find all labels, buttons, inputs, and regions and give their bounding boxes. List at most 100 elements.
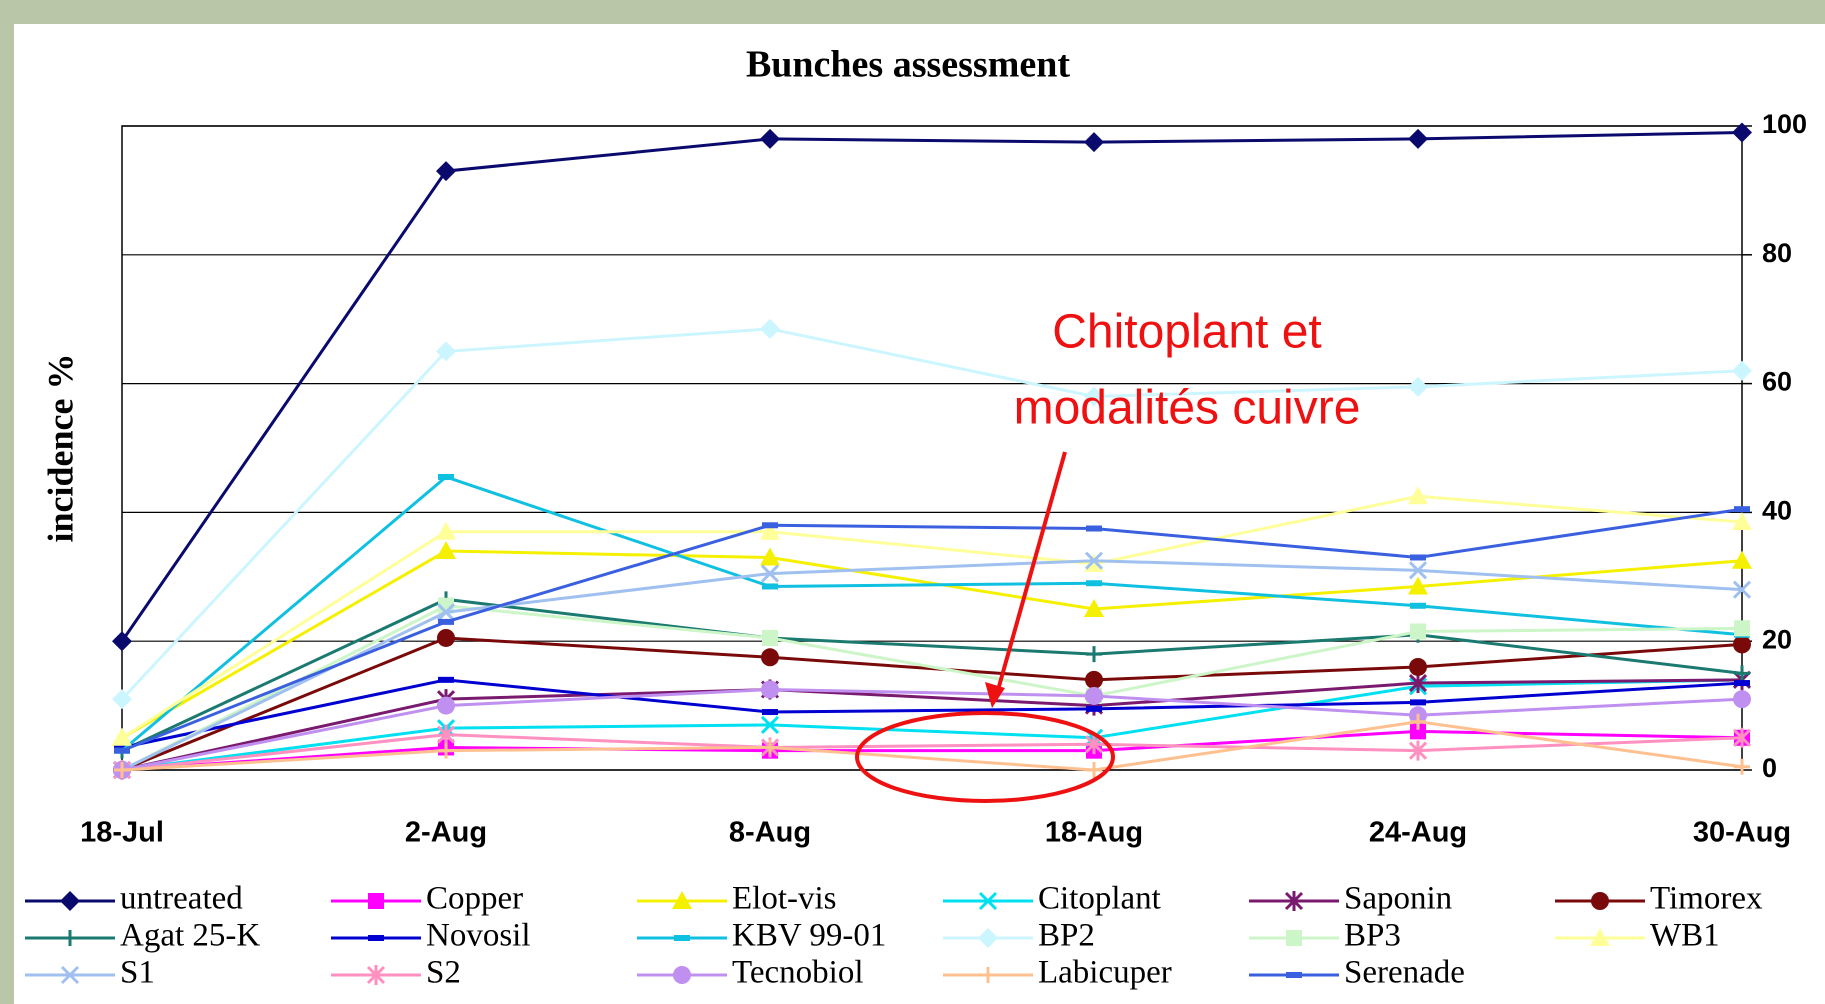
legend-marker bbox=[978, 891, 998, 911]
series-line bbox=[121, 475, 1743, 752]
point bbox=[1410, 723, 1426, 740]
point bbox=[1086, 580, 1102, 587]
series-line bbox=[121, 549, 1743, 740]
point bbox=[761, 648, 779, 667]
point bbox=[1410, 623, 1426, 640]
legend-label: Copper bbox=[426, 881, 523, 917]
legend-marker bbox=[673, 966, 691, 984]
series-line bbox=[121, 733, 1743, 772]
point bbox=[762, 739, 778, 756]
x-tick-label: 30-Aug bbox=[1693, 817, 1791, 849]
point bbox=[1732, 727, 1752, 748]
legend-label: Labicuper bbox=[1038, 955, 1172, 991]
legend-label: KBV 99-01 bbox=[732, 918, 886, 954]
legend-marker bbox=[60, 891, 80, 911]
annotation-ellipse bbox=[855, 711, 1115, 803]
point bbox=[1408, 673, 1428, 694]
legend-marker bbox=[368, 893, 384, 909]
point bbox=[1732, 122, 1752, 143]
point bbox=[1408, 128, 1428, 149]
point bbox=[762, 522, 778, 529]
series-line bbox=[121, 636, 1743, 772]
point bbox=[760, 521, 780, 540]
point bbox=[1084, 599, 1104, 617]
point bbox=[760, 128, 780, 149]
point bbox=[1410, 699, 1426, 706]
legend-marker bbox=[1286, 930, 1302, 946]
legend-marker bbox=[366, 965, 386, 985]
point bbox=[438, 742, 454, 759]
annotation-text: Chitoplant et bbox=[1052, 306, 1322, 359]
point bbox=[760, 564, 780, 583]
point bbox=[1732, 512, 1752, 531]
legend-marker bbox=[60, 965, 80, 985]
legend-label: Timorex bbox=[1650, 881, 1763, 917]
point bbox=[760, 547, 780, 566]
point bbox=[761, 680, 779, 699]
x-tick-label: 24-Aug bbox=[1369, 817, 1467, 849]
legend-label: untreated bbox=[120, 881, 243, 917]
point bbox=[1410, 713, 1426, 730]
point bbox=[1084, 386, 1104, 407]
series-line bbox=[121, 720, 1743, 772]
point bbox=[1734, 665, 1750, 682]
x-tick-label: 2-Aug bbox=[405, 817, 487, 849]
y-tick-label: 100 bbox=[1762, 109, 1807, 139]
y-tick-label: 40 bbox=[1762, 496, 1792, 526]
point bbox=[1734, 506, 1750, 513]
point bbox=[1734, 620, 1750, 637]
series-line bbox=[121, 559, 1743, 772]
point bbox=[1084, 132, 1104, 153]
point bbox=[1085, 670, 1103, 689]
y-tick-label: 60 bbox=[1762, 367, 1792, 397]
annotation-arrow bbox=[996, 451, 1067, 691]
point bbox=[1408, 740, 1428, 761]
legend-label: WB1 bbox=[1650, 918, 1720, 954]
point bbox=[436, 161, 456, 182]
series-line bbox=[121, 494, 1743, 740]
point bbox=[1732, 580, 1752, 599]
point bbox=[760, 715, 780, 734]
legend-marker bbox=[1284, 891, 1304, 911]
series-line bbox=[121, 729, 1743, 772]
legend-label: Saponin bbox=[1344, 881, 1452, 917]
legend-label: S2 bbox=[426, 955, 461, 991]
legend-marker bbox=[368, 935, 384, 941]
series-line bbox=[121, 687, 1743, 772]
point bbox=[1086, 525, 1102, 532]
point bbox=[760, 318, 780, 339]
point bbox=[437, 628, 455, 647]
point bbox=[1410, 554, 1426, 561]
point bbox=[436, 603, 456, 622]
series-line bbox=[121, 678, 1743, 772]
series-line bbox=[121, 507, 1743, 753]
legend-marker bbox=[980, 967, 996, 983]
chart-title: Bunches assessment bbox=[746, 44, 1070, 86]
point bbox=[1085, 686, 1103, 705]
series-line bbox=[121, 678, 1743, 772]
point bbox=[438, 676, 454, 683]
point bbox=[1733, 690, 1751, 709]
point bbox=[1408, 486, 1428, 505]
point bbox=[1408, 376, 1428, 397]
point bbox=[438, 618, 454, 625]
point bbox=[436, 521, 456, 540]
point bbox=[1086, 705, 1102, 712]
point bbox=[1410, 602, 1426, 609]
legend-label: BP3 bbox=[1344, 918, 1401, 954]
point bbox=[762, 709, 778, 716]
point bbox=[1734, 758, 1750, 775]
point bbox=[112, 689, 132, 710]
series-line bbox=[121, 604, 1743, 772]
x-tick-label: 18-Aug bbox=[1045, 817, 1143, 849]
series-line bbox=[121, 597, 1743, 753]
legend-marker bbox=[978, 928, 998, 948]
annotation-arrowhead bbox=[985, 682, 1005, 708]
point bbox=[1734, 680, 1750, 687]
point bbox=[436, 724, 456, 745]
point bbox=[1732, 360, 1752, 381]
legend-label: Tecnobiol bbox=[732, 955, 863, 991]
legend-marker bbox=[62, 930, 78, 946]
point bbox=[436, 541, 456, 560]
